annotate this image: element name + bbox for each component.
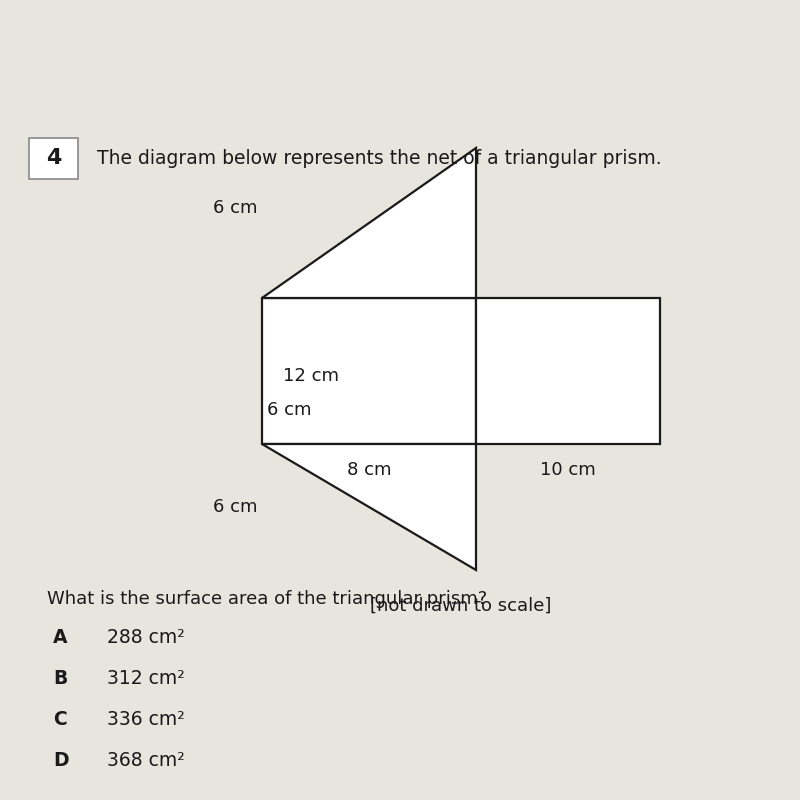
Text: 6 cm: 6 cm (213, 199, 257, 218)
Text: [not drawn to scale]: [not drawn to scale] (370, 597, 552, 615)
Text: What is the surface area of the triangular prism?: What is the surface area of the triangul… (46, 590, 487, 608)
Text: The diagram below represents the net of a triangular prism.: The diagram below represents the net of … (97, 149, 662, 168)
Text: 368 cm²: 368 cm² (106, 750, 185, 770)
Polygon shape (262, 444, 475, 570)
Bar (29, 138, 78, 178)
Text: 8 cm: 8 cm (346, 461, 391, 479)
Text: B: B (54, 669, 68, 688)
Text: A: A (54, 628, 68, 647)
Bar (475, 298, 660, 444)
Text: C: C (54, 710, 67, 729)
Text: 336 cm²: 336 cm² (106, 710, 185, 729)
Text: 288 cm²: 288 cm² (106, 628, 185, 647)
Polygon shape (262, 148, 475, 298)
Text: 6 cm: 6 cm (267, 401, 311, 418)
Text: 4: 4 (46, 148, 61, 168)
Text: 312 cm²: 312 cm² (106, 669, 185, 688)
Bar (262, 298, 475, 444)
Text: 10 cm: 10 cm (540, 461, 595, 479)
Text: D: D (54, 750, 69, 770)
Text: 12 cm: 12 cm (283, 366, 339, 385)
Text: 6 cm: 6 cm (213, 498, 257, 516)
